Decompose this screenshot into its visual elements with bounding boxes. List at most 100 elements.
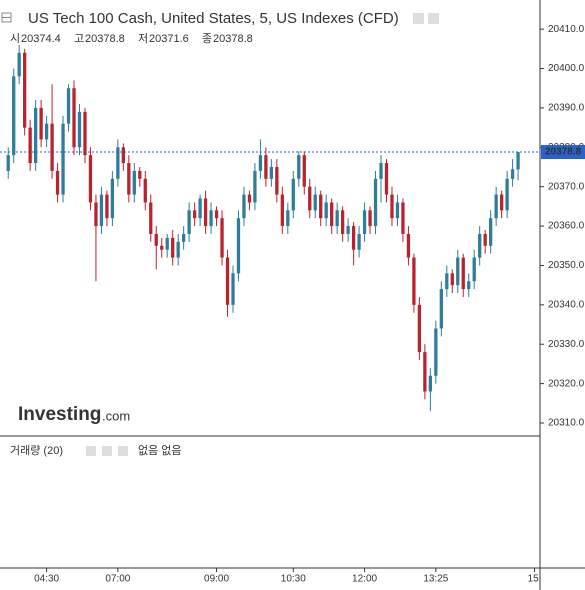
- candle-body: [324, 202, 328, 219]
- candle-body: [154, 233, 158, 246]
- y-tick-label: 20370.0: [548, 181, 585, 192]
- logo-suffix: .com: [102, 408, 130, 423]
- candle-body: [247, 194, 252, 203]
- candle-body: [110, 178, 115, 219]
- candle-body: [467, 281, 471, 290]
- candle-body: [242, 194, 246, 219]
- candle-body: [209, 210, 213, 227]
- candle-body: [330, 202, 334, 227]
- last-price-tag: [541, 145, 585, 160]
- ohlc-value: 20374.4: [21, 33, 61, 45]
- candle-body: [478, 233, 482, 258]
- candle-body: [105, 194, 109, 219]
- candle-body: [456, 257, 460, 286]
- candle-body: [445, 273, 449, 290]
- candle-body: [220, 218, 224, 258]
- settings-icons[interactable]: [413, 13, 439, 24]
- y-tick-label: 20310.0: [548, 418, 585, 429]
- icon-settings[interactable]: [428, 13, 439, 24]
- candle-body: [423, 352, 427, 392]
- candle-body: [55, 170, 60, 195]
- candle-body: [379, 163, 383, 179]
- candle-body: [231, 273, 235, 305]
- candle-body: [6, 155, 10, 171]
- candle-body: [225, 257, 230, 305]
- candle-body: [182, 233, 186, 242]
- candle-body: [94, 202, 98, 227]
- candle-body: [297, 155, 301, 179]
- y-tick-label: 20360.0: [548, 221, 585, 232]
- x-tick-label: 09:00: [204, 574, 229, 585]
- candle-body: [275, 166, 279, 195]
- candle-body: [351, 226, 356, 250]
- candle-body: [472, 257, 476, 282]
- x-tick-label: 07:00: [105, 574, 130, 585]
- candle-body: [390, 194, 394, 219]
- candle-body: [61, 123, 65, 195]
- candle-body: [17, 52, 21, 77]
- candle-body: [236, 218, 241, 274]
- candle-body: [406, 233, 411, 258]
- candle-body: [198, 198, 202, 219]
- candle-body: [319, 194, 323, 219]
- candle-body: [302, 155, 306, 187]
- candle-body: [121, 147, 125, 164]
- candle-body: [494, 194, 498, 219]
- icon-eye[interactable]: [413, 13, 424, 24]
- ohlc-label: 고: [74, 33, 84, 45]
- candle-body: [291, 178, 295, 211]
- icon-close[interactable]: [118, 446, 128, 456]
- logo-brand: Investing: [18, 404, 101, 425]
- candle-body: [83, 111, 87, 156]
- candle-body: [171, 237, 175, 258]
- candle-body: [483, 233, 487, 246]
- y-tick-label: 20330.0: [548, 339, 585, 350]
- candle-body: [116, 147, 120, 179]
- last-price-label: 20378.8: [545, 147, 582, 158]
- volume-icons[interactable]: [86, 446, 128, 456]
- candle-body: [373, 178, 378, 227]
- x-tick-label: 12:00: [352, 574, 377, 585]
- candle-body: [335, 210, 339, 227]
- candle-body: [368, 210, 372, 227]
- candle-body: [401, 202, 405, 234]
- candle-body: [489, 218, 493, 246]
- icon-eye[interactable]: [86, 446, 96, 456]
- candle-body: [33, 107, 38, 164]
- candle-body: [412, 257, 416, 305]
- candle-body: [50, 123, 54, 171]
- candle-body: [44, 123, 49, 140]
- candle-body: [143, 178, 147, 203]
- x-tick-label: 15:: [528, 574, 542, 585]
- y-tick-label: 20390.0: [548, 103, 585, 114]
- candle-body: [434, 328, 438, 376]
- chart-title: US Tech 100 Cash, United States, 5, US I…: [28, 10, 399, 27]
- candle-body: [280, 194, 284, 227]
- icon-settings[interactable]: [102, 446, 112, 456]
- candle-body: [286, 210, 290, 227]
- candle-body: [313, 194, 317, 211]
- candle-body: [12, 76, 16, 156]
- candle-body: [340, 210, 345, 234]
- candle-body: [99, 194, 104, 227]
- candle-body: [417, 304, 422, 353]
- candle-body: [72, 88, 76, 148]
- candle-body: [258, 155, 263, 171]
- ohlc-value: 20371.6: [149, 33, 189, 45]
- candle-body: [203, 198, 208, 227]
- candle-body: [23, 52, 27, 128]
- x-tick-label: 10:30: [281, 574, 306, 585]
- candle-body: [269, 166, 274, 179]
- y-tick-label: 20350.0: [548, 260, 585, 271]
- ohlc-header: 시 20374.4 고 20378.8 저 20371.6 종 20378.8: [10, 32, 253, 45]
- candle-body: [461, 257, 465, 290]
- candle-body: [187, 210, 191, 234]
- candle-body: [214, 210, 219, 219]
- y-tick-label: 20410.0: [548, 24, 585, 35]
- candle-body: [77, 111, 82, 148]
- candle-body: [39, 107, 43, 140]
- candle-body: [192, 210, 197, 219]
- candle-body: [395, 202, 400, 219]
